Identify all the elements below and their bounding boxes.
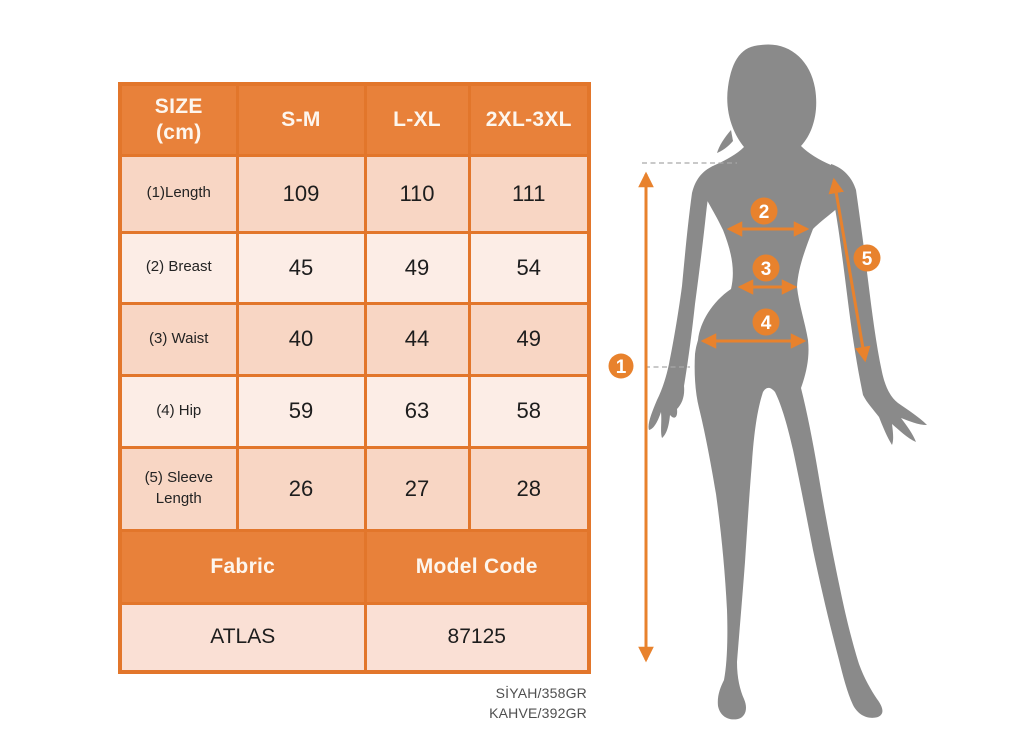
silhouette-right-arm [830,164,927,445]
marker-4-label: 4 [761,313,772,334]
size-label: SIZE [154,94,203,118]
fabric-header-cell: Fabric [118,528,367,605]
color-weight-caption: SİYAH/358GR KAHVE/392GR [337,683,587,724]
measurement-markers: 1 2 3 4 5 [608,197,881,379]
breast-l-xl: 49 [363,230,471,305]
caption-line-2: KAHVE/392GR [489,705,587,722]
col-header-l-xl: L-XL [363,82,471,157]
marker-3-label: 3 [761,259,772,280]
col-header-s-m: S-M [235,82,367,157]
marker-1-label: 1 [616,357,627,378]
row-label-hip: (4) Hip [118,373,239,449]
table-row-waist: (3) Waist 40 44 49 [118,301,591,377]
table-row-breast: (2) Breast 45 49 54 [118,230,591,305]
row-label-length: (1)Length [118,153,239,234]
silhouette-hair-strand [717,130,733,153]
table-row-hip: (4) Hip 59 63 58 [118,373,591,449]
waist-s-m: 40 [235,301,367,377]
length-l-xl: 110 [363,153,471,234]
fabric-value-cell: ATLAS [118,601,367,674]
hip-2xl-3xl: 58 [467,373,591,449]
sleeve-s-m: 26 [235,445,367,532]
marker-5: 5 [853,244,881,272]
hip-l-xl: 63 [363,373,471,449]
marker-3: 3 [752,254,780,282]
marker-2: 2 [750,197,778,225]
marker-2-label: 2 [759,202,770,223]
marker-1: 1 [608,353,634,379]
silhouette-body [694,44,883,720]
table-row-length: (1)Length 109 110 111 [118,153,591,234]
size-cm-header-cell: SIZE (cm) [118,82,239,157]
breast-2xl-3xl: 54 [467,230,591,305]
size-unit-label: (cm) [155,120,202,144]
length-2xl-3xl: 111 [467,153,591,234]
table-row-sleeve-length: (5) Sleeve Length 26 27 28 [118,445,591,532]
model-code-value-cell: 87125 [363,601,591,674]
waist-2xl-3xl: 49 [467,301,591,377]
model-code-header-cell: Model Code [363,528,591,605]
sleeve-arrow [828,177,871,363]
caption-line-1: SİYAH/358GR [495,685,587,701]
row-label-waist: (3) Waist [118,301,239,377]
size-table-header-row: SIZE (cm) S-M L-XL 2XL-3XL [118,82,591,157]
silhouette-left-arm [648,166,713,438]
length-s-m: 109 [235,153,367,234]
col-header-2xl-3xl: 2XL-3XL [467,82,591,157]
marker-4: 4 [752,308,780,336]
row-label-sleeve-length: (5) Sleeve Length [118,445,239,532]
hip-s-m: 59 [235,373,367,449]
breast-s-m: 45 [235,230,367,305]
sleeve-l-xl: 27 [363,445,471,532]
size-table: SIZE (cm) S-M L-XL 2XL-3XL (1)Length 109… [118,82,591,674]
marker-5-label: 5 [862,249,873,270]
row-label-breast: (2) Breast [118,230,239,305]
sleeve-2xl-3xl: 28 [467,445,591,532]
fabric-model-value-row: ATLAS 87125 [118,601,591,674]
female-silhouette [648,44,927,720]
waist-l-xl: 44 [363,301,471,377]
fabric-model-header-row: Fabric Model Code [118,528,591,605]
